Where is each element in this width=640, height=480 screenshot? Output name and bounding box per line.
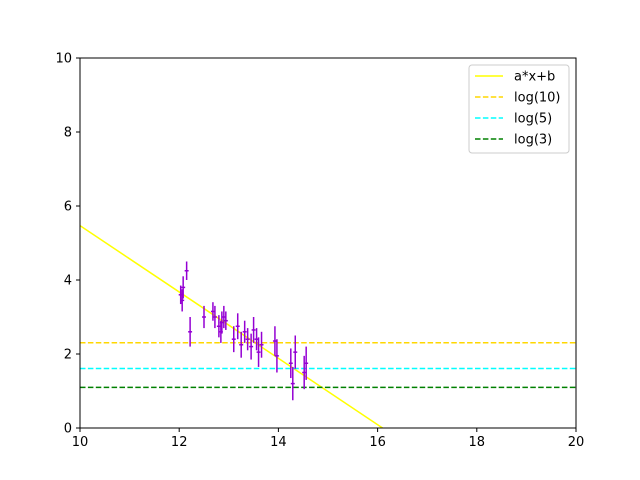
data-point-17 [245, 328, 250, 351]
data-point-16 [242, 320, 247, 343]
data-point-18 [249, 333, 254, 360]
data-point-26 [290, 366, 295, 401]
x-tick-label: 10 [72, 435, 89, 450]
axes-frame [79, 57, 577, 429]
data-point-4 [188, 317, 193, 347]
legend: a*x+b log(10) log(5) log(3) [468, 64, 570, 154]
data-point-13 [231, 326, 236, 353]
data-point-14 [235, 313, 240, 340]
y-tick-label: 8 [64, 126, 72, 141]
x-tick-label: 16 [369, 435, 386, 450]
x-tick-label: 18 [469, 435, 486, 450]
data-point-25 [288, 348, 293, 379]
x-tick-label: 20 [568, 435, 585, 450]
series-group [80, 224, 576, 428]
data-point-15 [239, 331, 244, 358]
legend-label-1: log(10) [514, 91, 561, 106]
data-point-19 [251, 317, 256, 343]
legend-label-0: a*x+b [514, 70, 555, 85]
x-tick-label: 12 [171, 435, 188, 450]
legend-label-2: log(5) [514, 112, 552, 127]
data-point-27 [293, 335, 298, 369]
y-tick-label: 0 [64, 422, 72, 437]
y-tick-label: 10 [55, 52, 72, 67]
data-point-5 [202, 305, 206, 329]
y-tick-label: 2 [64, 348, 72, 363]
data-point-1 [181, 276, 186, 299]
axis-ticks: 10 12 14 16 18 20 0 2 4 6 8 10 [55, 52, 584, 451]
data-point-29 [304, 346, 309, 380]
y-tick-label: 4 [64, 274, 72, 289]
data-point-24 [274, 339, 279, 373]
series-line-0 [80, 224, 383, 428]
x-tick-label: 14 [270, 435, 287, 450]
data-point-2 [180, 289, 185, 312]
y-tick-label: 6 [64, 200, 72, 215]
legend-box [468, 64, 570, 154]
data-point-21 [256, 337, 261, 367]
plot-area [80, 224, 576, 428]
data-point-12 [223, 311, 228, 330]
data-point-22 [259, 331, 264, 358]
legend-label-3: log(3) [514, 133, 552, 148]
data-point-7 [212, 305, 217, 329]
data-point-3 [184, 261, 189, 280]
